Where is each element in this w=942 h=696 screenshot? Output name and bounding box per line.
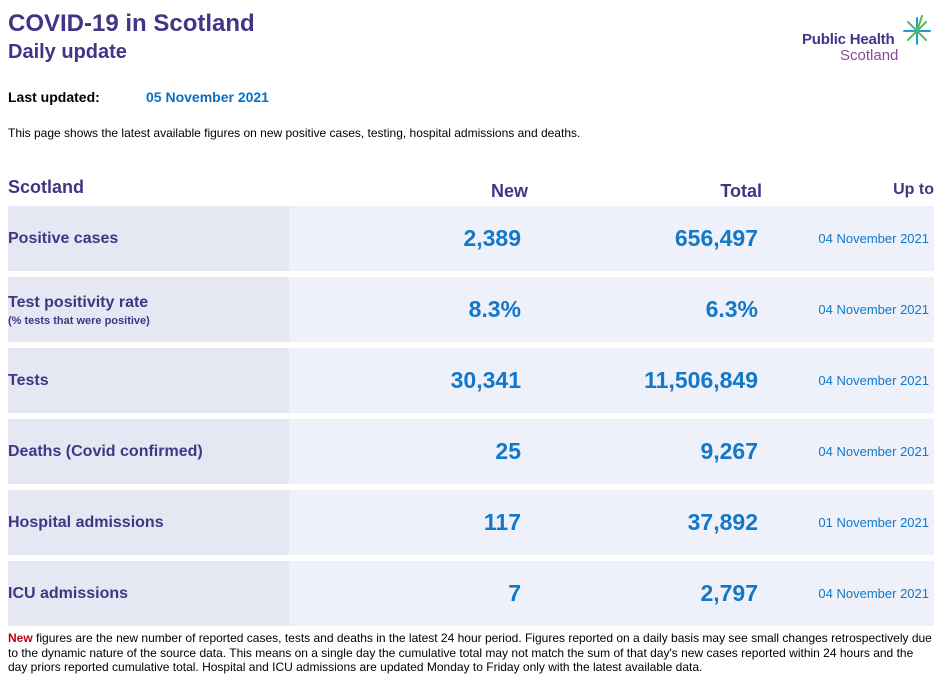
phs-logo: Public Health Scotland xyxy=(800,14,936,66)
page-title: COVID-19 in Scotland xyxy=(8,10,255,37)
footnote-new-highlight: New xyxy=(8,631,33,645)
row-total-value: 11,506,849 xyxy=(644,367,758,393)
footnote-text: figures are the new number of reported c… xyxy=(8,631,932,675)
stats-table: Positive cases 2,389 656,497 04 November… xyxy=(8,206,934,632)
row-label-cell xyxy=(8,561,289,626)
page-subtitle: Daily update xyxy=(8,41,127,63)
intro-text: This page shows the latest available fig… xyxy=(8,126,581,140)
footnote: New figures are the new number of report… xyxy=(8,631,933,675)
column-header-region: Scotland xyxy=(8,177,85,197)
row-total-value: 2,797 xyxy=(700,580,758,606)
row-label-cell xyxy=(8,206,289,271)
row-up-to-date: 01 November 2021 xyxy=(818,515,929,530)
row-label: ICU admissions xyxy=(8,585,129,602)
row-label-cell xyxy=(8,419,289,484)
row-up-to-date: 04 November 2021 xyxy=(818,586,929,601)
row-label: Test positivity rate xyxy=(8,294,149,311)
row-total-value: 37,892 xyxy=(687,509,758,535)
row-new-value: 30,341 xyxy=(450,367,521,393)
table-row-test-positivity: Test positivity rate (% tests that were … xyxy=(8,277,934,342)
last-updated-value: 05 November 2021 xyxy=(146,89,269,105)
row-up-to-date: 04 November 2021 xyxy=(818,302,929,317)
logo-text-public-health: Public Health xyxy=(802,31,895,48)
last-updated-label: Last updated: xyxy=(8,89,100,105)
table-row-hospital-admissions: Hospital admissions 117 37,892 01 Novemb… xyxy=(8,490,934,555)
logo-text-scotland: Scotland xyxy=(840,47,899,64)
row-label: Positive cases xyxy=(8,230,119,247)
row-label: Hospital admissions xyxy=(8,514,164,531)
row-total-value: 9,267 xyxy=(700,438,758,464)
row-new-value: 7 xyxy=(508,580,521,606)
row-new-value: 25 xyxy=(495,438,521,464)
row-sublabel: (% tests that were positive) xyxy=(8,315,150,327)
row-up-to-date: 04 November 2021 xyxy=(818,444,929,459)
row-label: Tests xyxy=(8,372,49,389)
table-row-tests: Tests 30,341 11,506,849 04 November 2021 xyxy=(8,348,934,413)
table-row-positive-cases: Positive cases 2,389 656,497 04 November… xyxy=(8,206,934,271)
column-header-new: New xyxy=(490,181,528,201)
row-label-cell xyxy=(8,490,289,555)
column-header-total: Total xyxy=(720,181,762,201)
row-label: Deaths (Covid confirmed) xyxy=(8,443,203,460)
row-total-value: 6.3% xyxy=(705,296,758,322)
column-header-up-to: Up to xyxy=(893,181,934,198)
row-total-value: 656,497 xyxy=(674,225,758,251)
row-new-value: 117 xyxy=(483,509,521,535)
star-burst-icon xyxy=(903,15,931,45)
row-new-value: 2,389 xyxy=(463,225,521,251)
table-row-icu-admissions: ICU admissions 7 2,797 04 November 2021 xyxy=(8,561,934,626)
row-up-to-date: 04 November 2021 xyxy=(818,373,929,388)
row-label-cell xyxy=(8,277,289,342)
row-label-cell xyxy=(8,348,289,413)
row-new-value: 8.3% xyxy=(468,296,521,322)
row-up-to-date: 04 November 2021 xyxy=(818,231,929,246)
table-row-deaths: Deaths (Covid confirmed) 25 9,267 04 Nov… xyxy=(8,419,934,484)
